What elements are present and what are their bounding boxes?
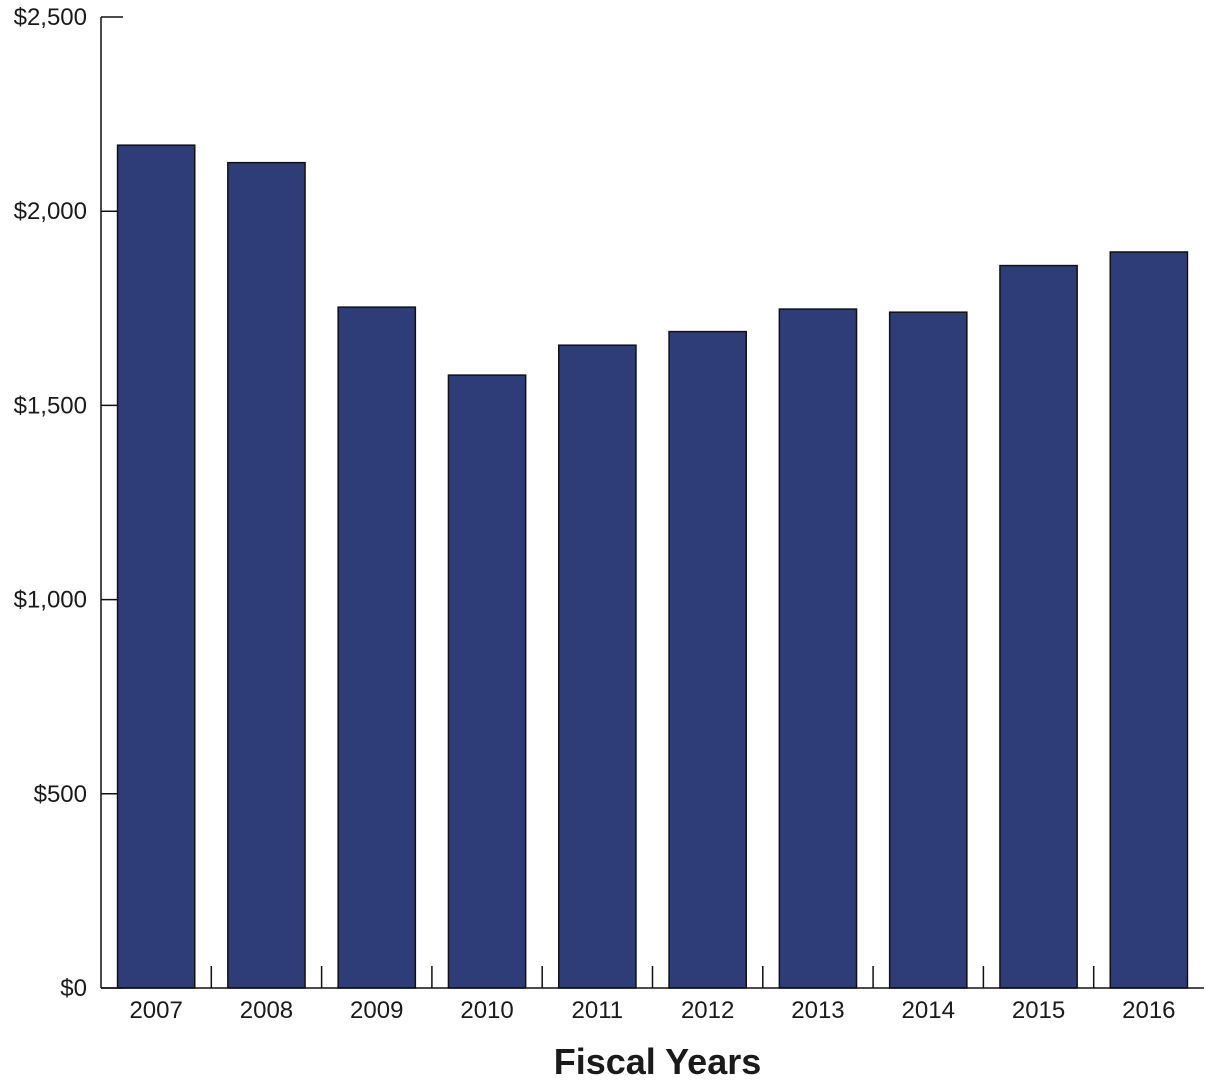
x-tick-label: 2009 [350, 997, 403, 1024]
bar-2015 [999, 264, 1078, 989]
bar-2014 [888, 311, 968, 989]
bars [116, 144, 1189, 989]
y-tick-label: $0 [60, 975, 87, 1002]
x-axis-ticks: 2007 2008 2009 2010 2011 2012 2013 2014 2015 2016 [129, 966, 1176, 1024]
x-tick-label: 2014 [902, 997, 955, 1024]
bar-2010 [447, 374, 527, 989]
x-tick-label: 2010 [460, 997, 513, 1024]
y-tick-label: $1,000 [14, 587, 87, 614]
bar-2007 [116, 144, 196, 989]
x-axis-title: Fiscal Years [554, 1041, 762, 1080]
x-tick-label: 2008 [240, 997, 293, 1024]
y-tick-label: $500 [34, 781, 87, 808]
bar-2013 [778, 308, 858, 989]
y-tick-label: $2,000 [14, 198, 87, 225]
bar-2008 [227, 161, 306, 989]
bar-2009 [337, 306, 417, 989]
x-tick-label: 2007 [129, 997, 182, 1024]
x-tick-label: 2013 [791, 997, 844, 1024]
bar-2016 [1109, 251, 1189, 989]
x-tick-label: 2011 [572, 997, 624, 1024]
x-tick-label: 2016 [1122, 997, 1175, 1024]
y-tick-label: $1,500 [14, 392, 87, 419]
bar-2012 [668, 330, 748, 989]
x-tick-label: 2015 [1012, 997, 1065, 1024]
bar-2011 [557, 344, 637, 989]
y-tick-label: $2,500 [14, 4, 87, 31]
x-tick-label: 2012 [681, 997, 734, 1024]
y-axis-ticks: $0 $500 $1,000 $1,500 $2,000 $2,500 [14, 4, 123, 1002]
